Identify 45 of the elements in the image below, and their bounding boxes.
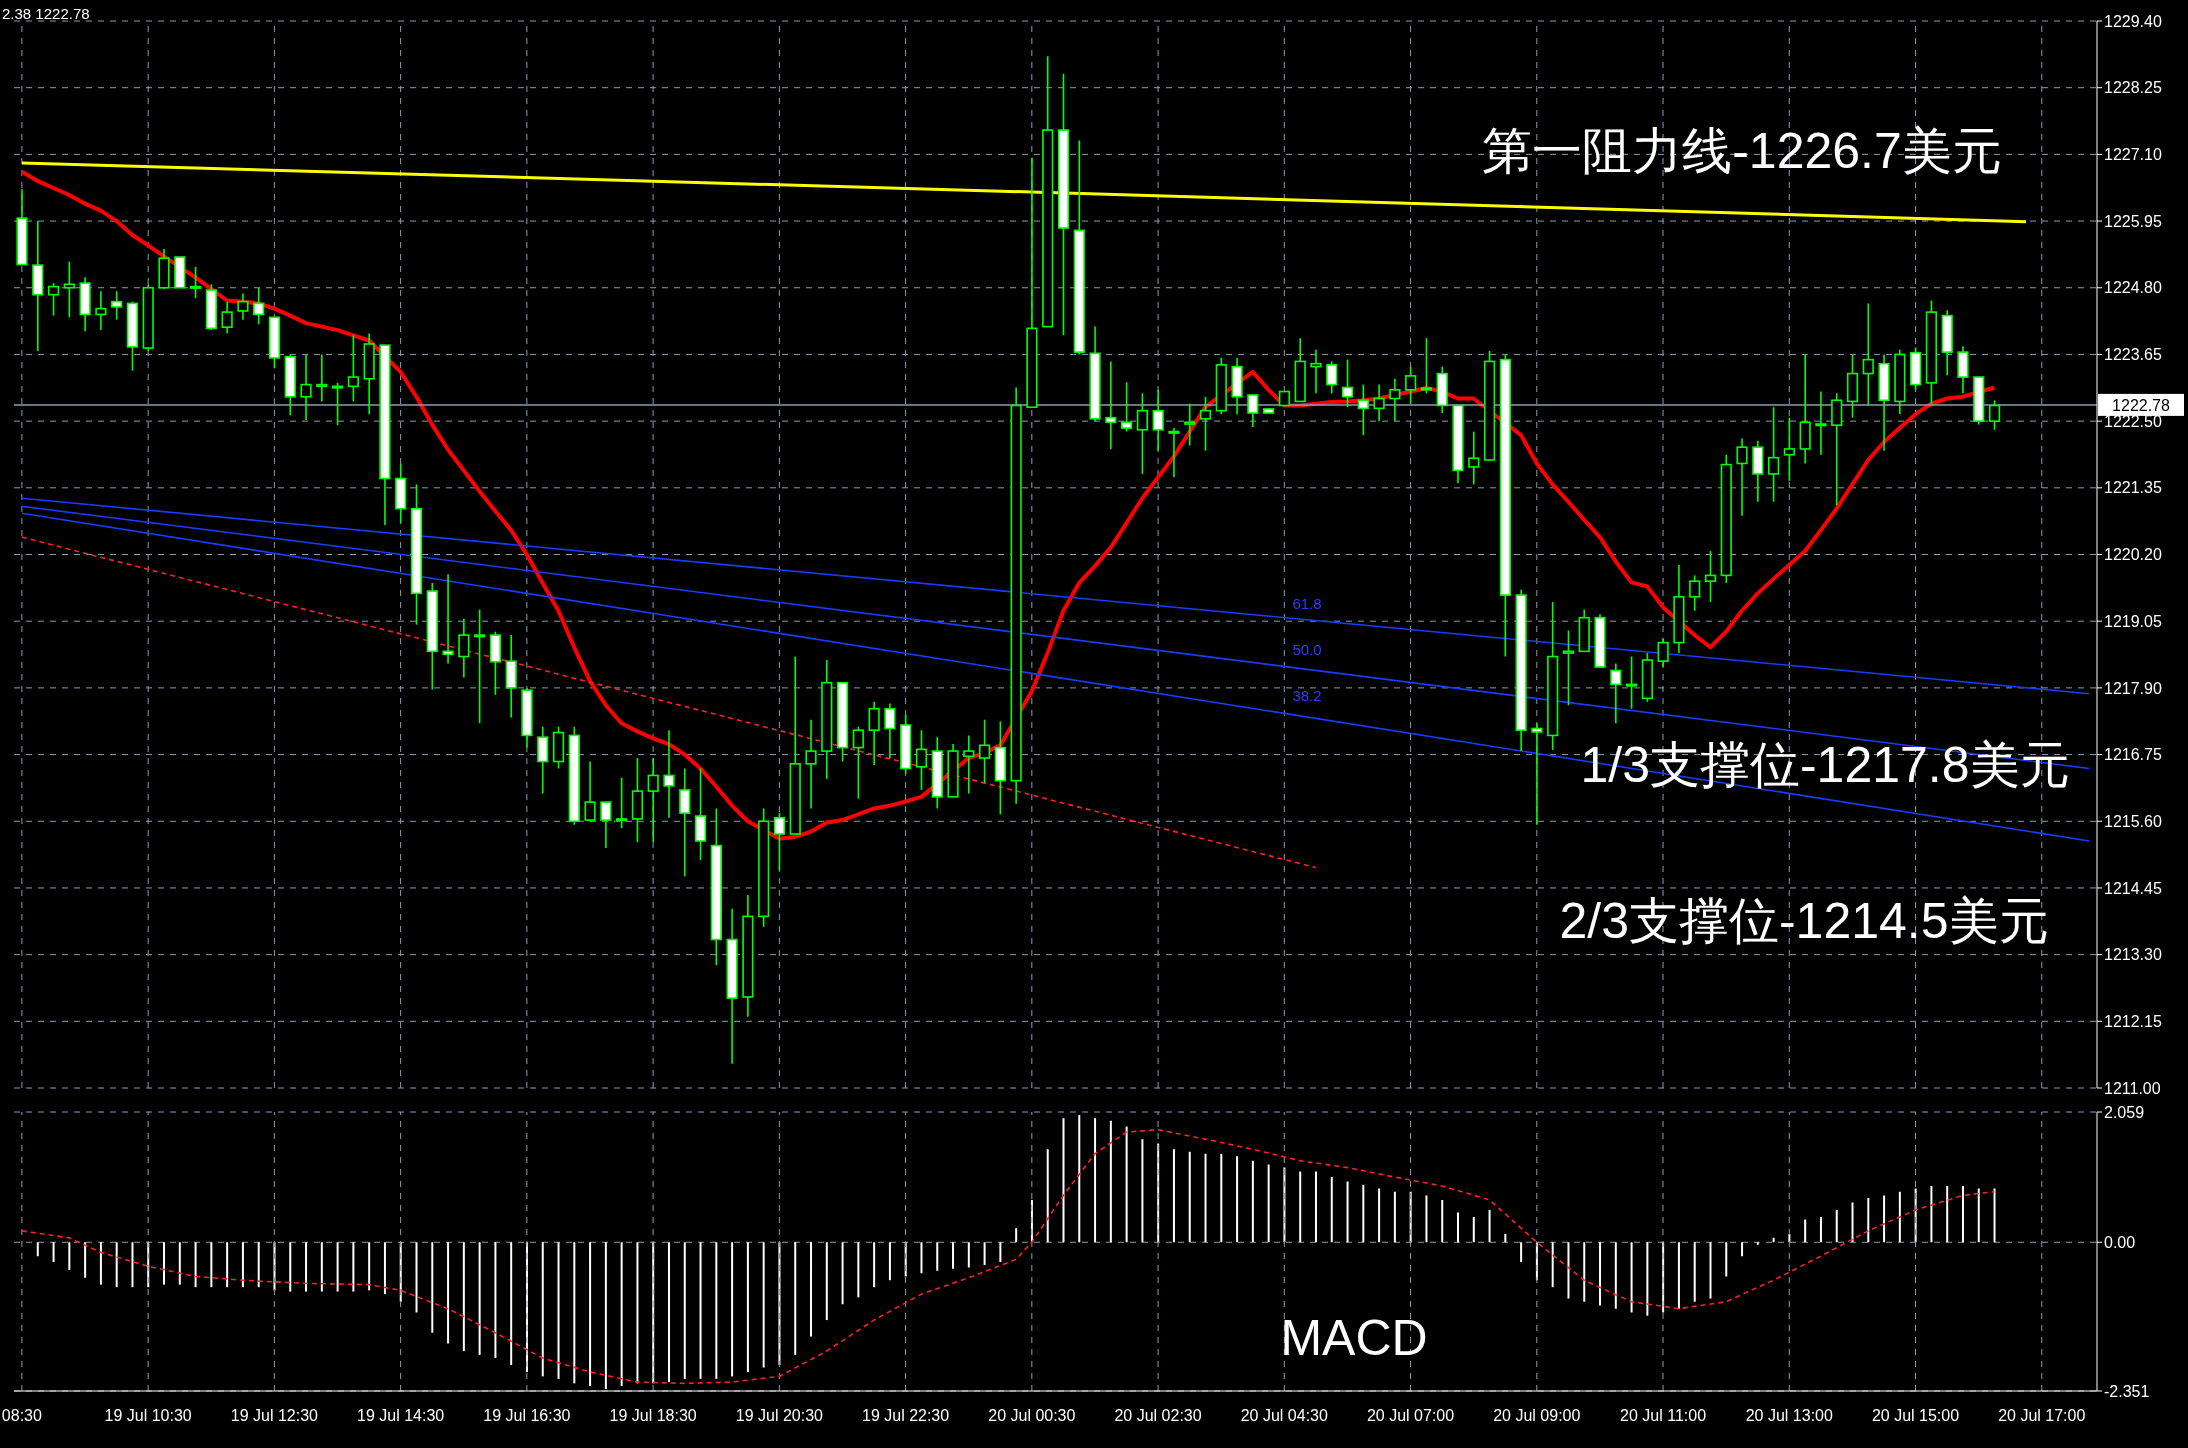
y-tick-label: 1229.40 <box>2104 12 2162 30</box>
x-tick-label: 20 Jul 04:30 <box>1240 1407 1328 1424</box>
y-tick-label: 1225.95 <box>2104 212 2162 230</box>
y-tick-label: 1223.65 <box>2104 346 2162 364</box>
x-tick-label: 19 Jul 18:30 <box>609 1407 697 1424</box>
annotation: MACD <box>1280 1309 1428 1366</box>
y-tick-label: 1211.00 <box>2104 1079 2161 1097</box>
x-tick-label: 08:30 <box>1 1407 43 1424</box>
annotation: 2.38 1222.78 <box>2 4 90 23</box>
annotation: 第一阻力线-1226.7美元 <box>1482 122 2002 179</box>
y-tick-label: 1228.25 <box>2104 79 2162 97</box>
x-tick-label: 20 Jul 00:30 <box>988 1407 1076 1424</box>
y-tick-label: 1214.45 <box>2104 879 2162 897</box>
y-tick-label: -2.351 <box>2104 1382 2150 1400</box>
x-tick-label: 20 Jul 02:30 <box>1114 1407 1202 1424</box>
y-tick-label: 1219.05 <box>2104 612 2162 630</box>
y-tick-label: 1221.35 <box>2104 479 2162 497</box>
y-tick-label: 1215.60 <box>2104 812 2162 830</box>
x-tick-label: 20 Jul 07:00 <box>1366 1407 1455 1424</box>
x-tick-label: 20 Jul 15:00 <box>1871 1407 1960 1424</box>
x-tick-label: 19 Jul 20:30 <box>735 1407 824 1424</box>
y-tick-label: 1212.15 <box>2104 1012 2162 1030</box>
x-tick-label: 20 Jul 13:00 <box>1745 1407 1833 1424</box>
x-tick-label: 19 Jul 10:30 <box>104 1407 192 1424</box>
x-tick-label: 19 Jul 12:30 <box>230 1407 319 1424</box>
y-tick-label: 1224.80 <box>2104 279 2162 297</box>
x-tick-label: 20 Jul 09:00 <box>1493 1407 1581 1424</box>
y-tick-label: 2.059 <box>2104 1103 2145 1121</box>
y-tick-label: 1222.50 <box>2104 412 2162 430</box>
annotation: 50.0 <box>1292 640 1322 659</box>
x-tick-label: 20 Jul 11:00 <box>1620 1407 1707 1424</box>
ref-line-label: 1222.78 <box>2112 396 2171 414</box>
y-tick-label: 0.00 <box>2104 1233 2136 1251</box>
annotation: 61.8 <box>1292 594 1322 613</box>
y-tick-label: 1217.90 <box>2104 679 2162 697</box>
annotation: 2/3支撑位-1214.5美元 <box>1559 892 2049 949</box>
y-tick-label: 1213.30 <box>2104 946 2162 964</box>
y-tick-label: 1216.75 <box>2104 746 2162 764</box>
x-tick-label: 20 Jul 17:00 <box>1998 1407 2086 1424</box>
annotation: 38.2 <box>1292 686 1322 705</box>
y-tick-label: 1220.20 <box>2104 546 2162 564</box>
x-tick-label: 19 Jul 22:30 <box>861 1407 950 1424</box>
y-tick-label: 1227.10 <box>2104 146 2162 164</box>
x-tick-label: 19 Jul 16:30 <box>483 1407 571 1424</box>
x-tick-label: 19 Jul 14:30 <box>357 1407 445 1424</box>
